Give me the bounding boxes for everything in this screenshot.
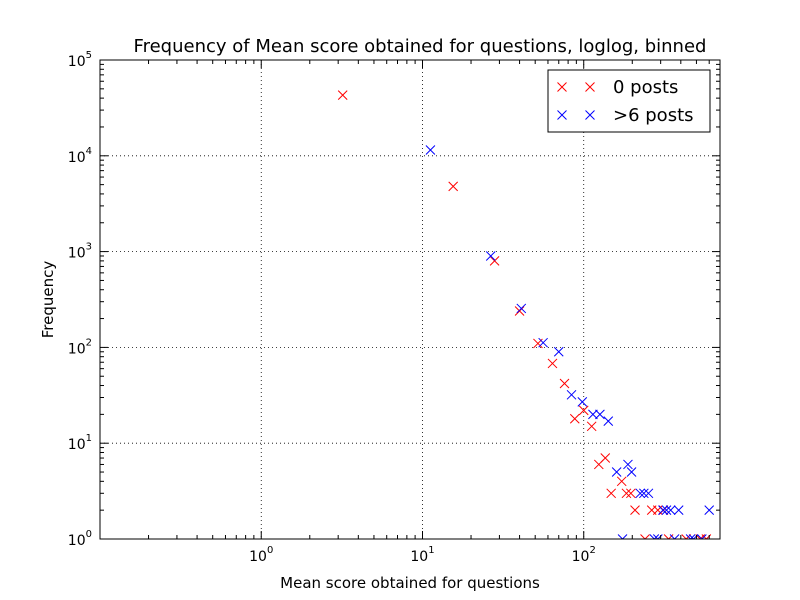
legend: 0 posts >6 posts: [547, 69, 711, 133]
point-series-1: [635, 488, 646, 499]
legend-marker: [557, 110, 567, 120]
point-series-1: [595, 409, 605, 420]
x-tick-label: 100: [249, 545, 273, 565]
point-series-1: [639, 488, 649, 499]
y-tick-label: 101: [68, 433, 92, 453]
point-series-1: [577, 397, 588, 407]
y-tick-exponent: 1: [86, 433, 92, 444]
x-tick-base: 10: [249, 549, 267, 565]
y-tick-base: 10: [68, 341, 86, 357]
y-tick-label: 100: [68, 529, 92, 549]
y-tick-exponent: 4: [86, 146, 92, 157]
point-series-0: [681, 534, 692, 539]
grid-lines: [100, 60, 720, 539]
point-series-1: [538, 337, 548, 348]
point-series-0: [514, 306, 525, 316]
point-series-0: [578, 405, 589, 416]
legend-label: >6 posts: [613, 105, 694, 126]
point-series-0: [337, 90, 348, 100]
point-series-1: [623, 459, 633, 470]
point-series-0: [626, 488, 636, 499]
y-tick-exponent: 2: [86, 337, 92, 348]
point-series-0: [569, 413, 580, 424]
x-tick-exponent: 0: [267, 545, 273, 556]
y-tick-exponent: 5: [86, 50, 92, 61]
x-tick-exponent: 2: [589, 545, 595, 556]
x-tick-label: 102: [572, 545, 596, 565]
chart-title: Frequency of Mean score obtained for que…: [134, 36, 707, 57]
point-series-1: [588, 409, 598, 420]
point-series-0: [559, 378, 570, 389]
point-series-1: [661, 505, 672, 516]
point-series-0: [640, 534, 650, 539]
point-series-1: [425, 145, 436, 155]
point-series-0: [616, 476, 627, 487]
legend-marker: [585, 110, 595, 120]
point-series-1: [669, 534, 680, 539]
y-tick-base: 10: [68, 533, 86, 549]
plot-points: [337, 90, 715, 539]
y-tick-label: 102: [68, 337, 92, 357]
point-series-0: [586, 421, 597, 432]
point-series-1: [626, 467, 637, 477]
point-series-1: [704, 505, 715, 516]
point-series-1: [649, 534, 660, 539]
x-tick-label: 101: [410, 545, 434, 565]
point-series-1: [485, 251, 496, 261]
y-tick-base: 10: [68, 54, 86, 70]
point-series-0: [547, 358, 558, 369]
axes-frame: [99, 59, 721, 540]
legend-label: 0 posts: [613, 77, 678, 98]
y-tick-label: 104: [68, 146, 92, 166]
y-axis-title: Frequency: [39, 261, 57, 339]
legend-marker: [557, 82, 567, 92]
point-series-1: [516, 303, 527, 314]
legend-marker: [585, 82, 595, 92]
y-tick-base: 10: [68, 150, 86, 166]
point-series-1: [553, 346, 564, 357]
legend-box: [547, 69, 711, 133]
point-series-1: [611, 467, 622, 477]
point-series-0: [600, 453, 611, 463]
point-series-1: [696, 534, 707, 539]
point-series-0: [630, 505, 640, 516]
point-series-0: [606, 488, 617, 499]
point-series-0: [621, 488, 632, 499]
y-tick-label: 103: [68, 242, 92, 262]
point-series-1: [643, 488, 654, 499]
point-series-1: [673, 505, 684, 516]
point-series-1: [658, 505, 668, 516]
x-axis-title: Mean score obtained for questions: [280, 574, 540, 592]
x-tick-base: 10: [410, 549, 428, 565]
y-tick-exponent: 3: [86, 242, 92, 253]
point-series-1: [665, 505, 676, 516]
y-tick-label: 105: [68, 50, 92, 70]
y-tick-exponent: 0: [86, 529, 92, 540]
point-series-1: [603, 416, 614, 426]
point-series-1: [617, 534, 628, 539]
x-tick-exponent: 1: [428, 545, 434, 556]
x-tick-base: 10: [572, 549, 590, 565]
point-series-1: [566, 389, 577, 400]
point-series-0: [448, 181, 459, 192]
y-tick-base: 10: [68, 437, 86, 453]
y-tick-base: 10: [68, 246, 86, 262]
point-series-0: [489, 256, 500, 266]
point-series-1: [685, 534, 696, 539]
